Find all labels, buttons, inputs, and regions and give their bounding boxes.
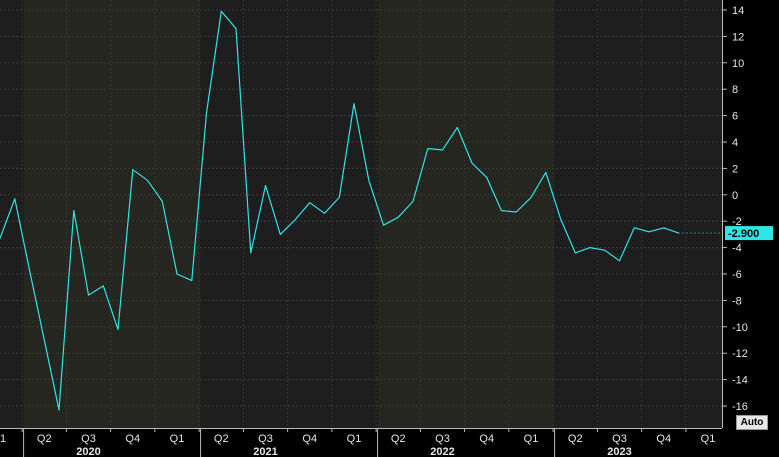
year-band: [200, 0, 378, 428]
y-tick-label: 14: [732, 5, 744, 17]
x-year-label: 2020: [76, 446, 100, 457]
series-line: [0, 10, 679, 411]
x-tick-label: Q3: [258, 433, 273, 445]
x-tick-label: Q4: [656, 433, 671, 445]
y-tick-label: 4: [732, 137, 738, 149]
grid-lines: [0, 0, 722, 428]
year-band: [554, 0, 722, 428]
last-value-badge: -2.900: [678, 226, 773, 241]
x-tick-label: Q2: [568, 433, 583, 445]
last-value-label: -2.900: [728, 228, 759, 240]
x-tick-label: Q2: [214, 433, 229, 445]
y-axis-labels: 14 12 10 8 6 4 2 0 -2 -4 -6 -8 -10 -12 -14 -16: [732, 5, 748, 413]
x-tick-label: Q1: [347, 433, 362, 445]
y-tick-label: 10: [732, 58, 744, 70]
y-tick-label: -16: [732, 401, 748, 413]
x-tick-label: Q1: [701, 433, 716, 445]
y-tick-label: 0: [732, 190, 738, 202]
year-band: [23, 0, 201, 428]
x-year-label: 2023: [607, 446, 631, 457]
x-year-label: 2021: [253, 446, 277, 457]
y-tick-label: 12: [732, 31, 744, 43]
y-tick-label: -6: [732, 269, 742, 281]
x-axis-labels: 1 Q2 Q3 Q4 Q1 Q2 Q3 Q4 Q1 Q2 Q3 Q4 Q1 Q2 Q3 Q4 Q1 2020 202…: [0, 433, 715, 457]
x-tick-label: Q4: [479, 433, 494, 445]
x-tick-label: Q2: [37, 433, 52, 445]
y-tick-label: -4: [732, 243, 742, 255]
x-tick-label: Q3: [81, 433, 96, 445]
y-tick-label: 2: [732, 163, 738, 175]
x-tick-label: Q3: [435, 433, 450, 445]
auto-scale-button[interactable]: Auto: [736, 415, 768, 430]
y-tick-label: -2: [732, 216, 742, 228]
x-year-label: 2022: [430, 446, 454, 457]
x-tick-label: Q1: [170, 433, 185, 445]
last-value-box: [725, 226, 773, 241]
y-tick-label: 6: [732, 111, 738, 123]
x-tick-label: Q3: [612, 433, 627, 445]
axis-panel-bottom: [0, 428, 722, 457]
y-tick-label: -8: [732, 295, 742, 307]
y-tick-label: 8: [732, 84, 738, 96]
x-tick-label: Q4: [302, 433, 317, 445]
series-layer: [0, 10, 679, 411]
y-tick-label: -10: [732, 322, 748, 334]
x-tick-label: Q4: [125, 433, 140, 445]
x-tick-label: Q1: [524, 433, 539, 445]
y-tick-label: -14: [732, 375, 748, 387]
y-tick-label: -12: [732, 348, 748, 360]
x-tick-label: Q2: [391, 433, 406, 445]
year-band: [0, 0, 24, 428]
x-tick-label: 1: [0, 433, 6, 445]
axes: [0, 0, 727, 457]
year-band: [377, 0, 555, 428]
